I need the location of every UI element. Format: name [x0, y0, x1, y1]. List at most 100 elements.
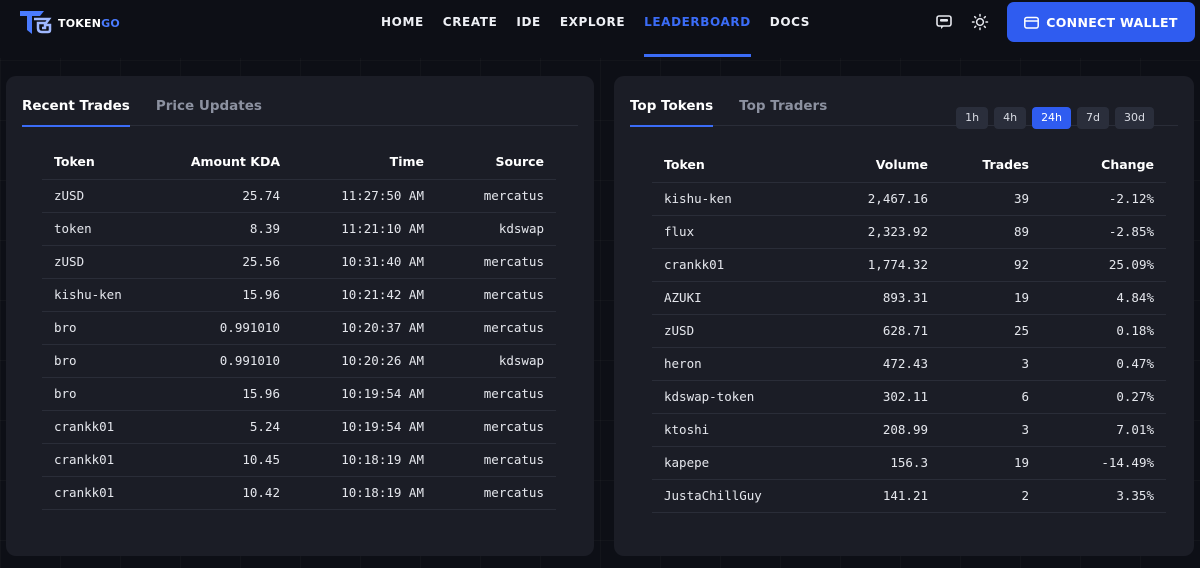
cell-trades: 92 [940, 248, 1041, 282]
table-row[interactable]: zUSD 25.74 11:27:50 AM mercatus [42, 179, 556, 213]
nav-explore[interactable]: EXPLORE [559, 15, 626, 29]
connect-wallet-button[interactable]: CONNECT WALLET [1007, 2, 1195, 42]
table-header-row: Token Amount KDA Time Source [42, 144, 556, 180]
brand-logo[interactable]: TOKENGO [18, 8, 120, 38]
sun-icon[interactable] [971, 13, 989, 31]
cell-amount-kda: 0.991010 [162, 311, 292, 345]
column-header-source[interactable]: Source [436, 144, 556, 180]
table-row[interactable]: kishu-ken 2,467.16 39 -2.12% [652, 182, 1166, 216]
period-24h[interactable]: 24h [1032, 107, 1072, 129]
cell-token: kdswap-token [652, 380, 792, 414]
cell-trades: 19 [940, 446, 1041, 480]
table-row[interactable]: bro 15.96 10:19:54 AM mercatus [42, 377, 556, 411]
cell-amount-kda: 0.991010 [162, 344, 292, 378]
column-header-token[interactable]: Token [652, 147, 792, 183]
table-row[interactable]: JustaChillGuy 141.21 2 3.35% [652, 479, 1166, 513]
cell-token: bro [42, 344, 162, 378]
cell-token: JustaChillGuy [652, 479, 792, 513]
cell-time: 11:27:50 AM [292, 179, 436, 213]
cell-volume: 893.31 [792, 281, 940, 315]
top-tokens-table: Token Volume Trades Change kishu-ken 2,46… [652, 147, 1166, 513]
top-nav-bar: TOKENGO HOME CREATE IDE EXPLORE LEADERBO… [0, 0, 1200, 58]
left-panel-tabs: Recent Trades Price Updates [22, 94, 578, 127]
cell-time: 11:21:10 AM [292, 212, 436, 246]
column-header-amount[interactable]: Amount KDA [162, 144, 292, 180]
cell-trades: 39 [940, 182, 1041, 216]
cell-token: zUSD [652, 314, 792, 348]
nav-docs[interactable]: DOCS [769, 15, 811, 29]
table-row[interactable]: bro 0.991010 10:20:37 AM mercatus [42, 311, 556, 345]
cell-change: 4.84% [1041, 281, 1166, 315]
cell-token: bro [42, 311, 162, 345]
table-row[interactable]: zUSD 25.56 10:31:40 AM mercatus [42, 245, 556, 279]
cell-token: zUSD [42, 245, 162, 279]
cell-time: 10:18:19 AM [292, 476, 436, 510]
period-selector: 1h 4h 24h 7d 30d [950, 107, 1154, 129]
cell-source: mercatus [436, 278, 556, 312]
main-nav: HOME CREATE IDE EXPLORE LEADERBOARD DOCS [381, 0, 829, 58]
column-header-trades[interactable]: Trades [940, 147, 1041, 183]
table-row[interactable]: AZUKI 893.31 19 4.84% [652, 281, 1166, 315]
table-row[interactable]: flux 2,323.92 89 -2.85% [652, 215, 1166, 249]
table-row[interactable]: token 8.39 11:21:10 AM kdswap [42, 212, 556, 246]
period-30d[interactable]: 30d [1115, 107, 1154, 129]
cell-trades: 2 [940, 479, 1041, 513]
column-header-token[interactable]: Token [42, 144, 162, 180]
cell-change: 0.27% [1041, 380, 1166, 414]
column-header-change[interactable]: Change [1041, 147, 1166, 183]
table-row[interactable]: zUSD 628.71 25 0.18% [652, 314, 1166, 348]
column-header-time[interactable]: Time [292, 144, 436, 180]
cell-source: kdswap [436, 212, 556, 246]
table-row[interactable]: crankk01 10.45 10:18:19 AM mercatus [42, 443, 556, 477]
cell-token: crankk01 [42, 476, 162, 510]
cell-trades: 6 [940, 380, 1041, 414]
cell-change: 25.09% [1041, 248, 1166, 282]
cell-source: mercatus [436, 245, 556, 279]
cell-source: mercatus [436, 311, 556, 345]
cell-token: kishu-ken [42, 278, 162, 312]
cell-token: kishu-ken [652, 182, 792, 216]
table-row[interactable]: kapepe 156.3 19 -14.49% [652, 446, 1166, 480]
period-4h[interactable]: 4h [994, 107, 1027, 129]
chat-bot-icon[interactable] [935, 13, 953, 31]
column-header-volume[interactable]: Volume [792, 147, 940, 183]
table-row[interactable]: crankk01 5.24 10:19:54 AM mercatus [42, 410, 556, 444]
table-row[interactable]: kishu-ken 15.96 10:21:42 AM mercatus [42, 278, 556, 312]
right-panel-tabs: Top Tokens Top Traders [630, 94, 1178, 127]
tab-recent-trades[interactable]: Recent Trades [22, 94, 130, 127]
tab-price-updates[interactable]: Price Updates [155, 98, 262, 114]
period-7d[interactable]: 7d [1077, 107, 1110, 129]
cell-volume: 472.43 [792, 347, 940, 381]
tab-top-traders[interactable]: Top Traders [739, 98, 828, 114]
cell-amount-kda: 15.96 [162, 278, 292, 312]
cell-volume: 2,323.92 [792, 215, 940, 249]
nav-leaderboard[interactable]: LEADERBOARD [644, 0, 751, 58]
cell-amount-kda: 8.39 [162, 212, 292, 246]
table-row[interactable]: kdswap-token 302.11 6 0.27% [652, 380, 1166, 414]
nav-ide[interactable]: IDE [516, 15, 541, 29]
nav-create[interactable]: CREATE [442, 15, 498, 29]
table-row[interactable]: crankk01 1,774.32 92 25.09% [652, 248, 1166, 282]
cell-amount-kda: 25.74 [162, 179, 292, 213]
cell-token: token [42, 212, 162, 246]
cell-time: 10:19:54 AM [292, 410, 436, 444]
tokengo-logo-icon [20, 11, 52, 34]
cell-time: 10:31:40 AM [292, 245, 436, 279]
recent-trades-panel: Recent Trades Price Updates Token Amount… [6, 76, 594, 556]
cell-token: heron [652, 347, 792, 381]
tab-top-tokens[interactable]: Top Tokens [630, 94, 714, 127]
cell-trades: 89 [940, 215, 1041, 249]
table-row[interactable]: ktoshi 208.99 3 7.01% [652, 413, 1166, 447]
nav-home[interactable]: HOME [381, 15, 424, 29]
cell-amount-kda: 15.96 [162, 377, 292, 411]
cell-token: crankk01 [42, 443, 162, 477]
table-row[interactable]: bro 0.991010 10:20:26 AM kdswap [42, 344, 556, 378]
table-row[interactable]: crankk01 10.42 10:18:19 AM mercatus [42, 476, 556, 510]
table-row[interactable]: heron 472.43 3 0.47% [652, 347, 1166, 381]
connect-wallet-label: CONNECT WALLET [1046, 14, 1178, 30]
period-1h[interactable]: 1h [956, 107, 989, 129]
cell-token: flux [652, 215, 792, 249]
cell-volume: 156.3 [792, 446, 940, 480]
wallet-icon [1024, 16, 1040, 29]
cell-token: AZUKI [652, 281, 792, 315]
